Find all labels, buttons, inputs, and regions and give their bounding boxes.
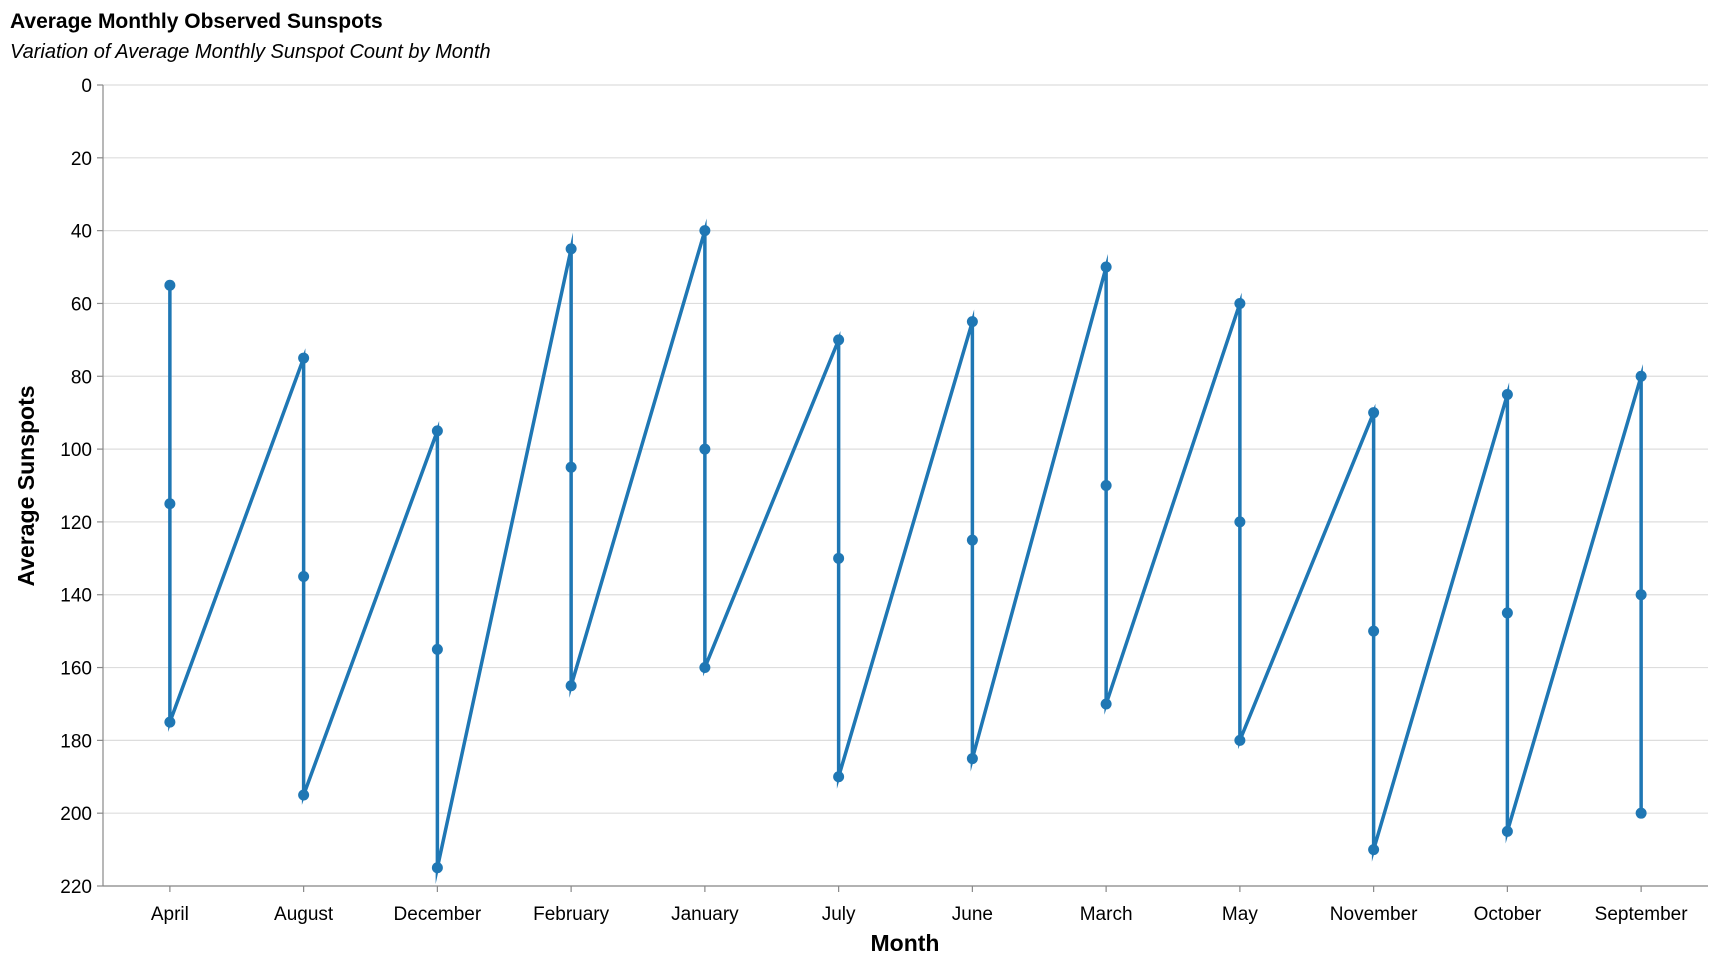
data-point [1234, 516, 1246, 528]
y-tick-label: 60 [71, 294, 92, 315]
data-point [298, 352, 310, 364]
y-tick-label: 80 [71, 367, 92, 388]
y-axis-title: Average Sunspots [13, 385, 39, 586]
y-tick-label: 220 [60, 877, 92, 898]
data-point [1234, 734, 1246, 746]
x-tick-label: November [1330, 904, 1418, 925]
x-tick-label: February [533, 904, 610, 925]
x-tick-label: October [1474, 904, 1542, 925]
data-point [431, 425, 443, 437]
y-tick-label: 200 [60, 804, 92, 825]
x-tick-label: January [671, 904, 739, 925]
data-point [1635, 589, 1647, 601]
y-tick-label: 40 [71, 222, 92, 243]
chart-title: Average Monthly Observed Sunspots [10, 10, 383, 33]
data-point [164, 279, 176, 291]
x-tick-label: August [274, 904, 334, 925]
x-tick-label: April [151, 904, 189, 925]
y-tick-label: 120 [60, 513, 92, 534]
chart-subtitle: Variation of Average Monthly Sunspot Cou… [10, 41, 491, 63]
data-point [298, 571, 310, 583]
data-point [164, 498, 176, 510]
data-point [699, 662, 711, 674]
data-point [431, 862, 443, 874]
data-point [1368, 625, 1380, 637]
data-point [565, 243, 577, 255]
data-point [298, 789, 310, 801]
x-tick-label: September [1595, 904, 1689, 925]
y-tick-label: 20 [71, 149, 92, 170]
data-point [699, 443, 711, 455]
data-point [1635, 370, 1647, 382]
x-axis: April August December February January July Ju… [103, 885, 1708, 925]
y-tick-label: 140 [60, 586, 92, 607]
data-point [699, 225, 711, 237]
data-point [833, 334, 845, 346]
y-tick-label: 100 [60, 440, 92, 461]
data-points [164, 225, 1647, 874]
x-tick-label: December [394, 904, 482, 925]
data-point [565, 461, 577, 473]
data-point [431, 643, 443, 655]
x-tick-label: June [952, 904, 993, 925]
x-tick-label: March [1080, 904, 1133, 925]
x-tick-label: May [1222, 904, 1258, 925]
data-point [1501, 388, 1513, 400]
y-tick-label: 160 [60, 659, 92, 680]
data-point [1501, 825, 1513, 837]
data-point [966, 316, 978, 328]
grid-lines [103, 84, 1708, 887]
data-point [164, 716, 176, 728]
data-point [1100, 261, 1112, 273]
data-point [565, 680, 577, 692]
data-point [966, 753, 978, 765]
y-tick-label: 0 [81, 76, 92, 97]
x-tick-label: July [822, 904, 856, 925]
data-point [1368, 407, 1380, 419]
data-point [1234, 297, 1246, 309]
data-point [833, 771, 845, 783]
series-line [168, 218, 1643, 885]
data-point [1635, 807, 1647, 819]
y-tick-label: 180 [60, 731, 92, 752]
x-axis-title: Month [871, 930, 940, 956]
data-point [1100, 698, 1112, 710]
data-point [1368, 844, 1380, 856]
data-point [966, 534, 978, 546]
data-point [1100, 480, 1112, 491]
y-axis: 0 20 40 60 80 100 120 140 160 180 200 220 [60, 76, 104, 898]
data-point [833, 552, 845, 564]
series-path [168, 218, 1643, 885]
data-point [1501, 607, 1513, 619]
